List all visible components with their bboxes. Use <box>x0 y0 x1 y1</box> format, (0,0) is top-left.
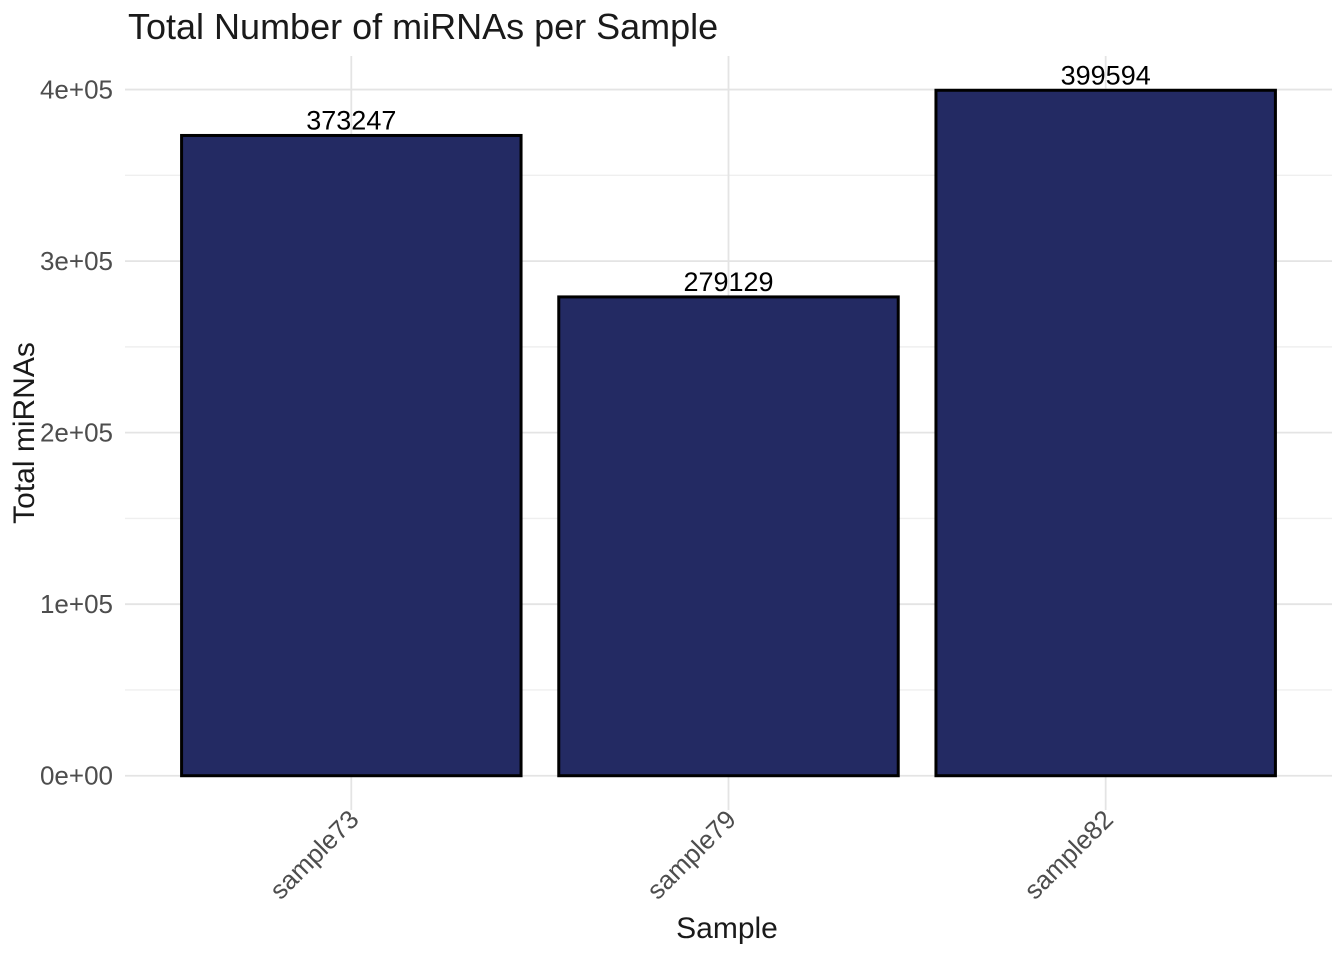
y-tick-label: 2e+05 <box>40 418 113 448</box>
bar-sample73 <box>180 133 523 778</box>
bar-value-label: 279129 <box>683 267 773 297</box>
bar-sample79 <box>557 295 900 778</box>
bars-group <box>180 88 1277 778</box>
y-tick-label: 4e+05 <box>40 75 113 105</box>
y-axis-tick-labels-group: 0e+00 1e+05 2e+05 3e+05 4e+05 <box>40 75 113 791</box>
x-axis-tick-labels-group: sample73 sample79 sample82 <box>264 804 1119 905</box>
y-tick-label: 1e+05 <box>40 589 113 619</box>
x-axis-title: Sample <box>676 912 778 945</box>
x-tick-label-sample82: sample82 <box>1018 804 1119 905</box>
y-tick-label: 3e+05 <box>40 246 113 276</box>
chart-title: Total Number of miRNAs per Sample <box>128 6 718 47</box>
bar-value-labels-group: 373247 279129 399594 <box>306 60 1150 297</box>
y-axis-title: Total miRNAs <box>8 342 41 524</box>
x-tick-label-sample73: sample73 <box>264 804 365 905</box>
bar-sample82 <box>934 88 1277 778</box>
bar-value-label: 399594 <box>1061 60 1151 90</box>
bar-value-label: 373247 <box>306 105 396 135</box>
y-tick-label: 0e+00 <box>40 761 113 791</box>
x-tick-label-sample79: sample79 <box>641 804 742 905</box>
